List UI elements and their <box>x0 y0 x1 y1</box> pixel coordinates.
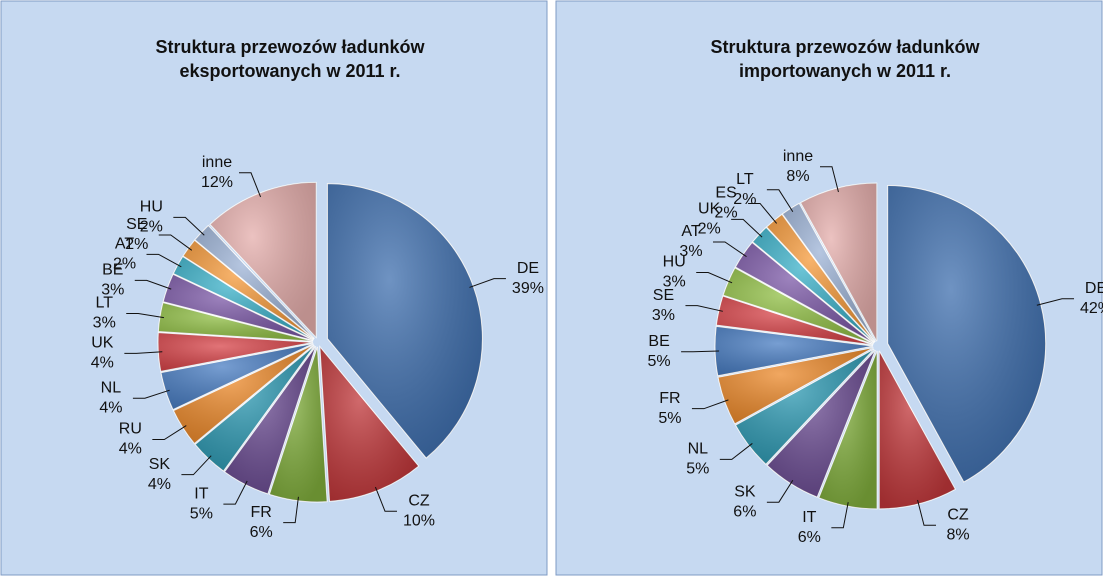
data-label-name: IT <box>802 509 816 526</box>
data-label-name: NL <box>101 379 122 396</box>
data-label-name: FR <box>251 504 272 521</box>
data-label-name: SK <box>734 483 756 500</box>
data-label-name: inne <box>202 154 232 171</box>
data-label-name: FR <box>659 390 680 407</box>
data-label-name: BE <box>102 262 123 279</box>
data-label-name: SE <box>126 216 147 233</box>
leader-line <box>731 218 763 238</box>
leader-line <box>831 502 849 529</box>
leader-line <box>239 172 262 198</box>
data-label-value: 5% <box>658 410 681 427</box>
data-label-value: 3% <box>93 315 116 332</box>
chart-title: importowanych w 2011 r. <box>739 61 951 81</box>
data-label-name: CZ <box>408 492 430 509</box>
leader-line <box>181 455 212 476</box>
leader-line <box>748 202 778 224</box>
leader-line <box>132 389 170 399</box>
data-label-name: UK <box>91 335 114 352</box>
leader-line <box>681 350 720 353</box>
data-label-value: 5% <box>648 353 671 370</box>
leader-line <box>917 499 937 526</box>
data-label-value: 2% <box>715 205 738 222</box>
leader-line <box>696 272 733 284</box>
data-label-name: AT <box>681 223 700 240</box>
data-label-name: DE <box>517 260 539 277</box>
data-label-name: ES <box>715 185 736 202</box>
data-label-name: LT <box>736 171 754 188</box>
data-label-value: 2% <box>125 236 148 253</box>
data-label-value: 10% <box>403 512 435 529</box>
data-label-value: 6% <box>798 529 821 546</box>
data-label-name: NL <box>688 441 709 458</box>
data-label-value: 5% <box>686 461 709 478</box>
data-label-value: 3% <box>652 307 675 324</box>
data-label-value: 3% <box>101 282 124 299</box>
leader-line <box>152 425 187 441</box>
leader-line <box>173 216 205 236</box>
leader-line <box>126 313 164 319</box>
leader-line <box>283 496 299 524</box>
leader-line <box>469 278 506 288</box>
data-label-value: 4% <box>91 355 114 372</box>
chart-title: Struktura przewozów ładunków <box>710 37 980 57</box>
leader-line <box>1036 298 1075 306</box>
leader-line <box>223 480 248 505</box>
data-label-value: 12% <box>201 174 233 191</box>
leader-line <box>374 486 397 512</box>
leader-line <box>766 189 794 213</box>
leader-line <box>124 351 163 354</box>
leader-line <box>691 399 729 410</box>
data-label-value: 8% <box>786 168 809 185</box>
data-label-name: LT <box>95 295 113 312</box>
data-label-name: CZ <box>947 506 969 523</box>
data-label-value: 4% <box>148 476 171 493</box>
data-label-value: 2% <box>140 219 163 236</box>
chart-title: eksportowanych w 2011 r. <box>179 61 400 81</box>
data-label-name: SE <box>653 287 674 304</box>
data-label-value: 4% <box>119 441 142 458</box>
data-label-name: RU <box>119 421 142 438</box>
data-label-value: 6% <box>733 503 756 520</box>
data-label-value: 39% <box>512 280 544 297</box>
data-label-name: HU <box>140 199 163 216</box>
data-label-name: HU <box>663 254 686 271</box>
data-label-value: 2% <box>113 256 136 273</box>
data-label-name: UK <box>698 201 721 218</box>
data-label-name: BE <box>648 333 669 350</box>
leader-line <box>134 279 172 290</box>
data-label-value: 3% <box>679 243 702 260</box>
data-label-name: IT <box>194 485 208 502</box>
chart-title: Struktura przewozów ładunków <box>155 37 425 57</box>
leader-line <box>766 479 794 503</box>
leader-line <box>685 305 723 312</box>
data-label-value: 2% <box>698 221 721 238</box>
data-label-value: 3% <box>663 274 686 291</box>
leader-line <box>146 253 182 268</box>
leader-line <box>819 166 839 193</box>
data-label-value: 4% <box>99 399 122 416</box>
data-label-name: AT <box>115 236 134 253</box>
data-label-name: SK <box>149 456 171 473</box>
data-label-value: 42% <box>1080 300 1103 317</box>
data-label-name: DE <box>1085 280 1103 297</box>
data-label-value: 2% <box>733 191 756 208</box>
data-label-name: inne <box>783 148 813 165</box>
leader-line <box>158 234 193 251</box>
leader-line <box>719 443 753 460</box>
leader-line <box>712 241 747 258</box>
data-label-value: 8% <box>946 526 969 543</box>
data-label-value: 6% <box>250 524 273 541</box>
data-label-value: 5% <box>190 505 213 522</box>
